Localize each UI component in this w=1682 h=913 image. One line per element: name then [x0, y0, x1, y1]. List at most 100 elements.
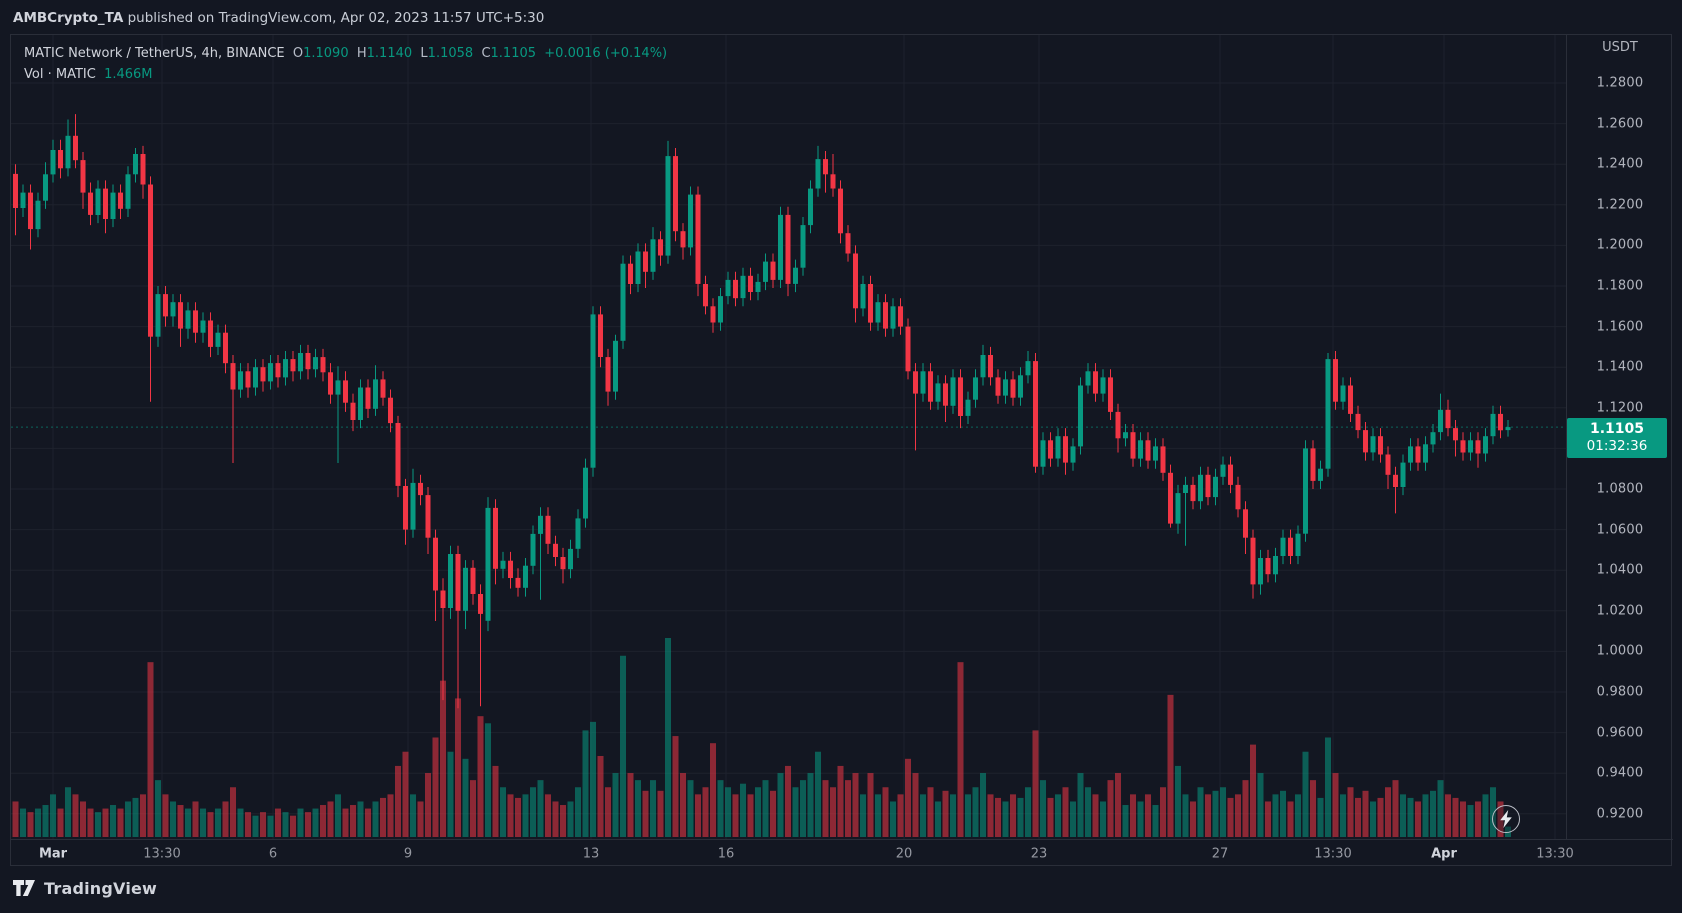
- price-axis-label: 1.2800: [1596, 75, 1644, 91]
- volume-bar: [1475, 801, 1481, 838]
- candle-body-down: [290, 359, 296, 372]
- volume-bar: [560, 805, 566, 837]
- candle-body-down: [1115, 411, 1121, 439]
- candle-body-down: [403, 486, 408, 530]
- volume-bar: [882, 787, 889, 837]
- candle-body-up: [1400, 462, 1406, 487]
- volume-bar: [305, 812, 311, 837]
- volume-bar: [455, 698, 461, 837]
- volume-bar: [815, 751, 821, 837]
- candle-body-down: [28, 192, 33, 230]
- volume-bar: [1362, 790, 1369, 837]
- volume-bar: [245, 812, 251, 837]
- price-axis-label: 1.2000: [1596, 237, 1644, 253]
- volume-bar: [80, 801, 86, 838]
- price-axis[interactable]: USDT 1.2800 1.2600 1.2400 1.2200 1.2000 1.180…: [1566, 35, 1673, 839]
- candle-body-down: [710, 306, 716, 323]
- volume-bar: [365, 808, 371, 837]
- candle-body-down: [365, 387, 371, 409]
- volume-bar: [845, 780, 851, 837]
- volume-bar: [27, 812, 34, 837]
- volume-bar: [380, 797, 386, 837]
- volume-bar: [1287, 801, 1294, 838]
- candle-body-down: [823, 159, 828, 175]
- time-axis-label: 27: [1211, 846, 1229, 862]
- candle-body-down: [163, 294, 168, 317]
- candle-body-up: [43, 174, 48, 201]
- volume-bar: [710, 743, 716, 837]
- candle-body-down: [13, 173, 18, 208]
- candle-body-up: [793, 267, 798, 284]
- time-axis-label: 13: [582, 846, 600, 862]
- volume-bar: [635, 780, 641, 837]
- candle-body-up: [253, 367, 258, 388]
- volume-bar: [995, 797, 1001, 837]
- candle-body-down: [733, 279, 738, 299]
- volume-bar: [800, 780, 806, 837]
- candlestick-chart[interactable]: [11, 35, 1671, 865]
- candle-body-down: [478, 594, 483, 614]
- volume-bar: [222, 801, 229, 838]
- candle-body-up: [65, 135, 71, 169]
- candle-body-up: [1483, 436, 1488, 454]
- candle-body-down: [1130, 432, 1136, 459]
- volume-bar: [1370, 801, 1376, 838]
- candle-body-down: [988, 355, 993, 378]
- candle-body-down: [1093, 371, 1098, 394]
- volume-bar: [890, 801, 896, 838]
- attribution-text: published on TradingView.com, Apr 02, 20…: [123, 10, 545, 26]
- tradingview-logo-icon: [13, 880, 35, 896]
- candle-body-up: [575, 518, 581, 549]
- candle-body-up: [1505, 427, 1511, 431]
- candle-body-down: [598, 314, 603, 357]
- volume-bar: [357, 801, 364, 838]
- volume-bar: [1422, 794, 1429, 837]
- volume-bar: [1175, 765, 1181, 837]
- candle-body-down: [913, 371, 918, 394]
- volume-bar: [575, 787, 581, 837]
- boost-button[interactable]: [1492, 805, 1520, 833]
- volume-bar: [402, 751, 409, 837]
- volume-bar: [35, 808, 41, 837]
- candle-body-up: [1468, 440, 1473, 453]
- volume-bar: [185, 808, 191, 837]
- price-axis-label: 1.1200: [1596, 400, 1644, 416]
- candle-body-down: [1355, 413, 1361, 431]
- volume-bar: [1265, 801, 1271, 838]
- volume-bar: [260, 812, 266, 837]
- price-axis-label: 0.9400: [1596, 765, 1644, 781]
- volume-bar: [1295, 794, 1301, 837]
- volume-bar: [1355, 797, 1361, 837]
- volume-bar: [972, 787, 979, 837]
- tradingview-logo-text[interactable]: TradingView: [44, 878, 158, 898]
- candle-body-down: [80, 160, 86, 193]
- price-axis-label: 0.9200: [1596, 806, 1644, 822]
- volume-bar: [207, 812, 214, 837]
- volume-bar: [702, 787, 709, 837]
- candle-body-up: [463, 567, 468, 611]
- candle-body-down: [785, 214, 791, 284]
- candle-body-up: [50, 150, 56, 175]
- time-axis[interactable]: Mar 13:30 6 9 13 16 20 23 27 13:30 Apr 13:30: [11, 839, 1673, 868]
- candle-body-down: [748, 275, 753, 292]
- volume-bar: [620, 655, 626, 837]
- candle-body-down: [958, 377, 963, 416]
- candle-body-up: [665, 156, 671, 256]
- volume-bar: [125, 801, 131, 838]
- candle-body-up: [335, 380, 341, 395]
- volume-bar: [1107, 780, 1114, 837]
- candle-body-up: [1070, 446, 1076, 463]
- volume-bar: [65, 787, 71, 837]
- volume-bar: [897, 794, 904, 837]
- volume-bar: [1040, 780, 1046, 837]
- volume-bar: [342, 808, 349, 837]
- volume-bar: [980, 773, 986, 837]
- candle-body-down: [695, 194, 701, 284]
- volume-bar: [1452, 797, 1459, 837]
- last-price-value: 1.1105: [1589, 421, 1645, 437]
- candle-body-up: [1430, 432, 1436, 445]
- volume-bar: [1482, 794, 1489, 837]
- candle-body-down: [1475, 440, 1481, 454]
- price-axis-label: 1.2200: [1596, 197, 1644, 213]
- volume-bar: [1115, 773, 1121, 837]
